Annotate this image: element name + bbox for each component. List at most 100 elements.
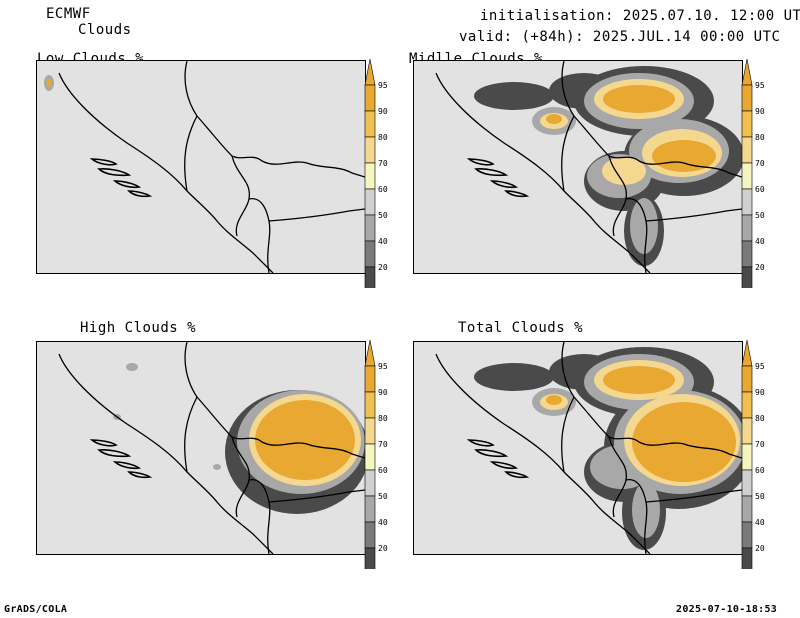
island-outline: [112, 461, 142, 470]
island-outline: [504, 190, 530, 198]
colorbar-segment: [364, 214, 376, 242]
island-outline: [112, 180, 142, 189]
panel-title-total: Total Clouds %: [458, 320, 584, 336]
colorbar-tick-label: 80: [378, 133, 388, 142]
colorbar-tick-label: 95: [378, 81, 388, 90]
colorbar-segment: [364, 495, 376, 523]
colorbar-2: 95 90 80 70 60 50 40 20: [741, 58, 765, 288]
country-border: [184, 342, 365, 459]
middle-clouds-map: [413, 60, 743, 274]
country-border: [184, 115, 198, 192]
country-border: [268, 489, 365, 503]
country-border: [184, 396, 198, 473]
island-outline: [97, 168, 132, 177]
cloud-field-40: [474, 82, 554, 110]
colorbar-segment: [741, 521, 753, 549]
colorbar-segment: [741, 417, 753, 445]
island-outline: [504, 471, 530, 479]
colorbar-segment: [741, 495, 753, 523]
cloud-speck: [46, 79, 52, 87]
cloud-field-95: [603, 85, 675, 113]
low-clouds-map: [36, 60, 366, 274]
colorbar-segment: [741, 214, 753, 242]
initialisation-time: initialisation: 2025.07.10. 12:00 UTC: [480, 8, 800, 24]
colorbar-segment: [364, 521, 376, 549]
colorbar-tick-label: 80: [755, 414, 765, 423]
colorbar-tick-label: 40: [378, 237, 388, 246]
coastline: [58, 353, 274, 554]
island-outline: [489, 461, 519, 470]
colorbar-tick-label: 90: [755, 107, 765, 116]
colorbar-4: 95 90 80 70 60 50 40 20: [741, 339, 765, 569]
colorbar-tick-label: 20: [755, 544, 765, 553]
country-border: [248, 198, 271, 273]
colorbar-segment: [741, 547, 753, 569]
colorbar-tick-label: 70: [378, 440, 388, 449]
high-clouds-map: [36, 341, 366, 555]
country-border: [561, 115, 575, 192]
colorbar-segment: [364, 240, 376, 268]
colorbar-segment: [364, 266, 376, 288]
country-border: [184, 61, 365, 178]
coastline: [58, 72, 274, 273]
island-outline: [466, 439, 495, 447]
colorbar-1: 95 90 80 70 60 50 40 20: [364, 58, 388, 288]
country-border: [561, 61, 742, 178]
colorbar-tick-label: 70: [755, 159, 765, 168]
footer-software: GrADS/COLA: [4, 604, 68, 615]
country-border: [561, 396, 575, 473]
colorbar-tick-label: 90: [378, 107, 388, 116]
country-border: [645, 489, 742, 503]
panel-title-high: High Clouds %: [80, 320, 197, 336]
colorbar-segment: [364, 391, 376, 419]
cloud-field-40: [474, 363, 554, 391]
island-outline: [89, 439, 118, 447]
colorbar-segment: [741, 391, 753, 419]
colorbar-tick-label: 95: [378, 362, 388, 371]
colorbar-tick-label: 50: [755, 211, 765, 220]
total-clouds-map: [413, 341, 743, 555]
colorbar-tick-label: 90: [755, 388, 765, 397]
product-name: Clouds: [78, 22, 132, 38]
colorbar-tick-label: 20: [755, 263, 765, 272]
colorbar-segment: [364, 136, 376, 164]
cloud-field-95: [255, 400, 355, 480]
colorbar-tick-label: 80: [755, 133, 765, 142]
colorbar-segment: [364, 84, 376, 112]
colorbar-segment: [741, 84, 753, 112]
colorbar-segment: [364, 365, 376, 393]
colorbar-tick-label: 50: [378, 211, 388, 220]
colorbar-segment: [741, 110, 753, 138]
colorbar-tick-label: 20: [378, 544, 388, 553]
colorbar-tick-label: 40: [755, 518, 765, 527]
island-outline: [489, 180, 519, 189]
cloud-field-95: [546, 114, 562, 124]
colorbar-tick-label: 70: [755, 440, 765, 449]
colorbar-over-triangle: [741, 339, 753, 367]
colorbar-segment: [741, 365, 753, 393]
colorbar-segment: [364, 469, 376, 497]
cloud-field-95: [652, 140, 716, 172]
colorbar-tick-label: 95: [755, 81, 765, 90]
colorbar-tick-label: 90: [378, 388, 388, 397]
cloud-field-60: [630, 198, 658, 254]
island-outline: [474, 168, 509, 177]
coastline: [435, 353, 651, 554]
colorbar-tick-label: 60: [378, 466, 388, 475]
colorbar-segment: [741, 266, 753, 288]
colorbar-segment: [364, 443, 376, 471]
colorbar-tick-label: 40: [755, 237, 765, 246]
colorbar-tick-label: 60: [755, 185, 765, 194]
island-outline: [127, 471, 153, 479]
country-border: [561, 342, 742, 459]
colorbar-segment: [741, 443, 753, 471]
colorbar-tick-label: 50: [755, 492, 765, 501]
colorbar-segment: [741, 136, 753, 164]
colorbar-segment: [741, 240, 753, 268]
colorbar-over-triangle: [741, 58, 753, 86]
colorbar-over-triangle: [364, 58, 376, 86]
island-outline: [466, 158, 495, 166]
colorbar-segment: [741, 188, 753, 216]
colorbar-tick-label: 60: [755, 466, 765, 475]
island-outline: [89, 158, 118, 166]
